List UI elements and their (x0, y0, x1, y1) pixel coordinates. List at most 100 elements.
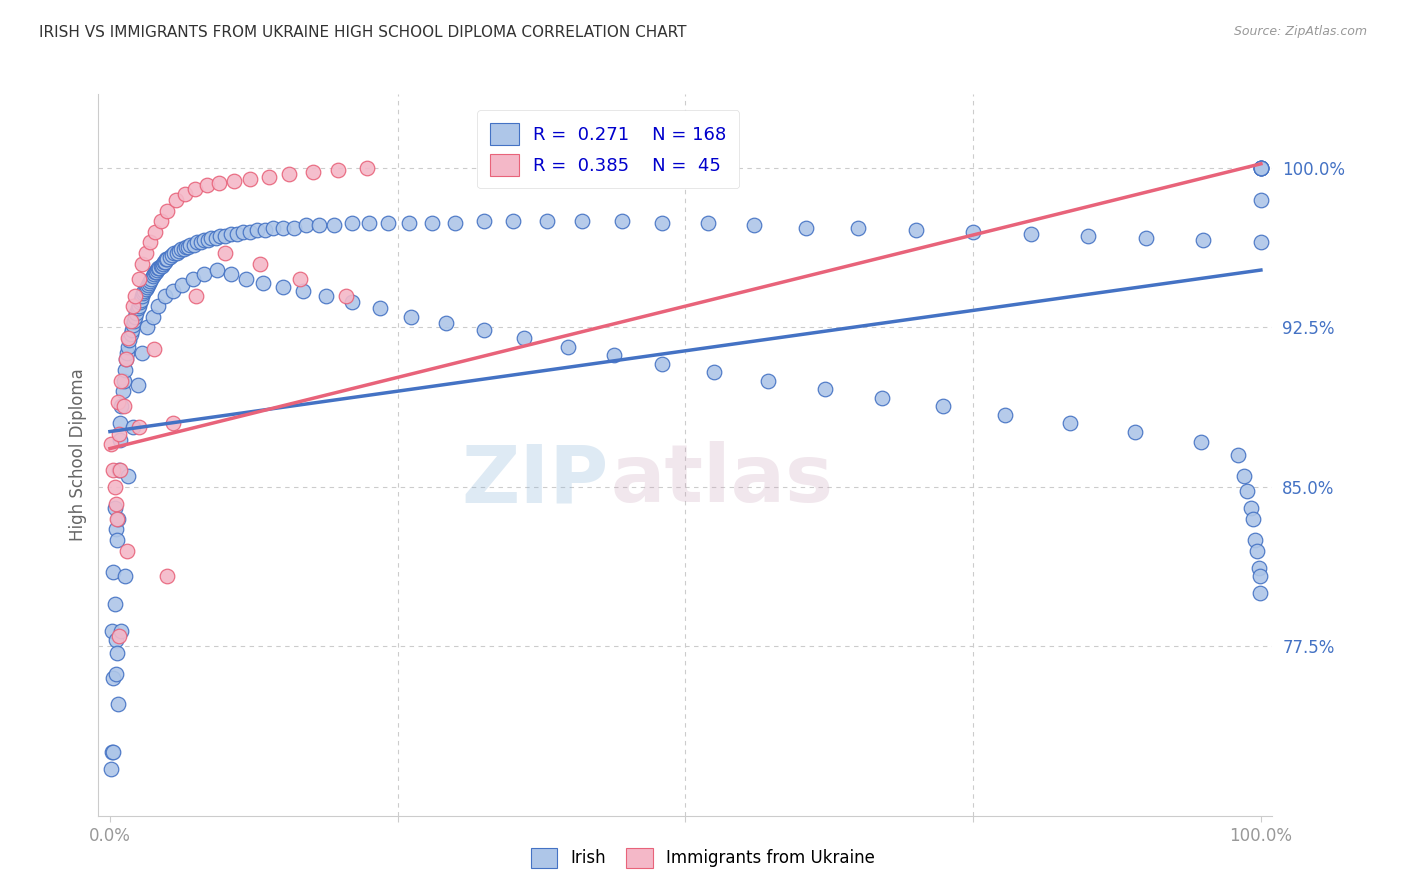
Point (1241, 511, 1264, 525)
Point (1249, 586, 1271, 600)
Point (110, 433, 132, 447)
Point (105, 533, 128, 547)
Point (434, 316, 457, 330)
Point (1250, 161, 1272, 175)
Point (135, 320, 157, 334)
Point (110, 463, 132, 477)
Point (335, 288, 357, 302)
Point (962, 225, 984, 239)
Point (103, 746, 125, 760)
Point (150, 259, 173, 273)
Point (232, 225, 254, 239)
Point (101, 624, 124, 639)
Point (1250, 161, 1272, 175)
Point (174, 240, 197, 254)
Text: ZIP: ZIP (461, 442, 609, 519)
Point (271, 280, 294, 294)
Point (1250, 235, 1272, 250)
Point (165, 193, 187, 207)
Point (128, 420, 150, 434)
Point (122, 314, 145, 328)
Point (401, 310, 423, 324)
Point (200, 231, 222, 245)
Point (235, 271, 257, 285)
Point (135, 282, 157, 296)
Point (163, 246, 186, 260)
Point (179, 237, 201, 252)
Point (153, 288, 176, 302)
Point (148, 260, 170, 275)
Point (121, 322, 143, 336)
Point (1192, 233, 1215, 247)
Point (127, 377, 149, 392)
Point (1059, 416, 1081, 430)
Point (197, 233, 219, 247)
Point (148, 299, 170, 313)
Point (110, 416, 132, 430)
Point (122, 299, 145, 313)
Point (794, 220, 817, 235)
Point (104, 666, 127, 681)
Point (744, 219, 766, 233)
Point (651, 216, 673, 230)
Point (301, 165, 323, 179)
Point (166, 246, 188, 260)
Point (184, 182, 207, 196)
Point (146, 263, 169, 277)
Point (120, 326, 142, 341)
Point (278, 168, 301, 182)
Point (112, 399, 135, 413)
Point (135, 246, 157, 260)
Point (108, 628, 131, 642)
Point (172, 277, 194, 292)
Point (122, 420, 145, 434)
Point (205, 231, 228, 245)
Point (142, 268, 165, 282)
Point (128, 294, 150, 309)
Point (219, 227, 242, 241)
Point (370, 301, 392, 316)
Point (135, 280, 157, 294)
Point (356, 161, 378, 175)
Point (112, 374, 135, 388)
Point (131, 346, 153, 360)
Point (162, 285, 184, 299)
Text: atlas: atlas (610, 442, 834, 519)
Point (571, 214, 593, 228)
Point (120, 314, 142, 328)
Point (110, 374, 132, 388)
Y-axis label: High School Diploma: High School Diploma (69, 368, 87, 541)
Point (103, 480, 125, 494)
Point (1019, 227, 1042, 241)
Point (904, 222, 927, 236)
Point (125, 305, 148, 319)
Point (143, 225, 166, 239)
Point (208, 176, 231, 190)
Point (703, 365, 725, 379)
Point (224, 174, 246, 188)
Point (128, 271, 150, 285)
Point (110, 624, 132, 639)
Point (209, 229, 232, 244)
Point (502, 214, 524, 228)
Point (315, 288, 337, 302)
Point (513, 331, 536, 345)
Point (141, 271, 163, 285)
Point (114, 363, 136, 377)
Point (153, 254, 176, 268)
Point (308, 219, 330, 233)
Point (152, 257, 174, 271)
Point (124, 310, 146, 324)
Point (118, 333, 141, 347)
Point (1250, 161, 1272, 175)
Point (103, 597, 125, 611)
Point (420, 216, 443, 230)
Point (257, 169, 280, 184)
Point (159, 250, 181, 264)
Point (326, 163, 349, 178)
Point (108, 463, 131, 477)
Point (153, 254, 176, 268)
Point (162, 416, 184, 430)
Text: Source: ZipAtlas.com: Source: ZipAtlas.com (1233, 25, 1367, 38)
Point (1239, 501, 1261, 516)
